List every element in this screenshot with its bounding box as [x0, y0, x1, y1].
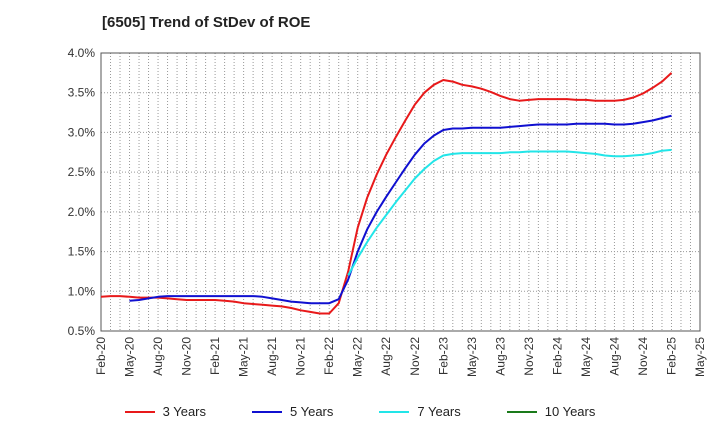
legend-item-3-years: 3 Years — [124, 404, 206, 419]
y-tick-label: 4.0% — [68, 46, 96, 60]
x-tick-label: Feb-23 — [436, 337, 450, 375]
x-tick-label: Aug-21 — [265, 337, 279, 376]
x-tick-label: Aug-24 — [607, 337, 621, 376]
y-tick-label: 3.5% — [68, 86, 96, 100]
series-line-7-years — [347, 148, 672, 276]
legend-label: 5 Years — [290, 404, 334, 419]
legend-swatch — [124, 410, 155, 413]
y-tick-label: 2.5% — [68, 165, 96, 179]
y-tick-label: 3.0% — [68, 125, 96, 139]
plot-background — [101, 53, 700, 331]
x-tick-label: Feb-25 — [664, 337, 678, 375]
x-tick-label: Feb-22 — [322, 337, 336, 375]
x-tick-label: Nov-23 — [522, 337, 536, 376]
x-tick-label: May-23 — [465, 337, 479, 377]
x-tick-label: Nov-21 — [294, 337, 308, 376]
legend: 3 Years 5 Years 7 Years 10 Years — [0, 404, 720, 419]
plot-frame — [100, 52, 701, 332]
x-tick-label: Nov-24 — [636, 337, 650, 376]
x-tick-label: Feb-24 — [550, 337, 564, 375]
y-tick-label: 1.5% — [68, 245, 96, 259]
chart-title: [6505] Trend of StDev of ROE — [102, 14, 311, 31]
legend-label: 3 Years — [162, 404, 206, 419]
legend-item-5-years: 5 Years — [252, 404, 333, 419]
legend-swatch — [379, 410, 410, 413]
series-layer — [100, 72, 673, 315]
x-tick-label: May-25 — [693, 337, 707, 377]
legend-swatch — [252, 410, 282, 413]
legend-label: 10 Years — [544, 404, 596, 419]
x-tick-label: Aug-23 — [493, 337, 507, 376]
legend-label: 7 Years — [417, 404, 461, 419]
x-tick-label: Aug-20 — [151, 337, 165, 376]
series-line-5-years — [129, 114, 672, 305]
grid-layer — [100, 52, 701, 332]
y-tick-label: 0.5% — [68, 324, 96, 338]
x-tick-label: May-22 — [351, 337, 365, 377]
legend-item-10-years: 10 Years — [506, 404, 596, 419]
x-tick-label: Feb-20 — [94, 337, 108, 375]
legend-item-7-years: 7 Years — [379, 404, 461, 419]
x-tick-label: Nov-22 — [408, 337, 422, 376]
x-tick-label: Nov-20 — [180, 337, 194, 376]
x-tick-label: May-20 — [123, 337, 137, 377]
y-tick-label: 1.0% — [68, 284, 96, 298]
axis-layer: 0.5% 1.0% 1.5% 2.0% 2.5% 3.0% 3.5% 4.0% Feb-20 Ma… — [68, 46, 707, 377]
x-tick-label: May-21 — [237, 337, 251, 377]
x-tick-label: Feb-21 — [208, 337, 222, 375]
series-line-3-years — [100, 72, 673, 315]
x-tick-label: Aug-22 — [379, 337, 393, 376]
x-tick-label: May-24 — [579, 337, 593, 377]
legend-swatch — [506, 410, 537, 413]
y-tick-label: 2.0% — [68, 205, 96, 219]
